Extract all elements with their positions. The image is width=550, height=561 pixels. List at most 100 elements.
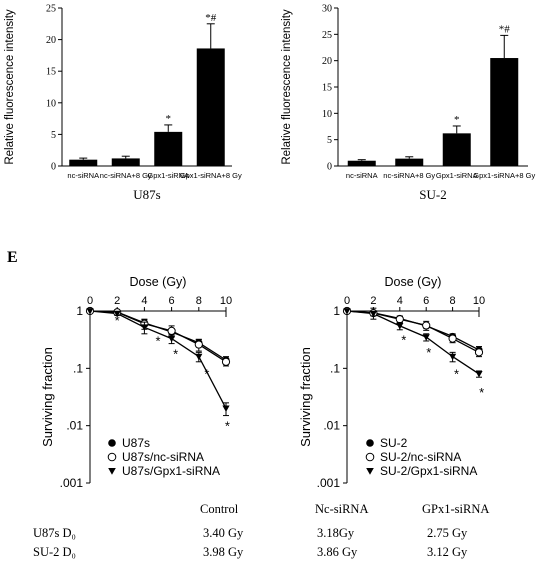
legend-label: U87s/nc-siRNA [122, 450, 204, 464]
x-tick-label: Gpx1-siRNA [147, 171, 189, 180]
legend-label: SU-2 [380, 436, 408, 450]
survival-chart-su2: 0 2 4 6 8 10 Dose (Gy) 1 .1 .01 .001 Surviving frac… [298, 275, 485, 490]
bar-chart-su2: 0 5 10 15 20 25 30 Relative fluorescence intens… [281, 4, 535, 203]
data-point [168, 335, 176, 343]
data-point [395, 315, 404, 324]
x-tick-label: 2 [114, 295, 120, 307]
x-tick-label: 10 [473, 295, 485, 307]
bar-chart-u87s: 0 5 10 15 20 25 Relative fluorescence intensit… [4, 4, 242, 203]
legend-label: SU-2/Gpx1-siRNA [380, 464, 477, 478]
y-tick-label: 25 [46, 4, 56, 15]
bar [111, 158, 140, 166]
significance-marker: * [166, 113, 172, 125]
data-point [366, 439, 374, 447]
x-tick-label: nc-siRNA+8 Gy [100, 171, 152, 180]
data-point [475, 371, 483, 378]
data-point [396, 323, 404, 330]
significance-marker: * [155, 333, 160, 348]
y-tick-label: .001 [317, 476, 341, 490]
bar [490, 58, 519, 166]
x-tick-label: 4 [141, 295, 147, 307]
bar [395, 158, 424, 166]
x-tick-label: 0 [344, 295, 350, 307]
data-point [369, 310, 377, 318]
y-tick-label: 30 [322, 4, 332, 15]
data-point [108, 467, 116, 475]
significance-marker: * [454, 114, 460, 126]
d0-value: 3.86 Gy [317, 545, 358, 559]
x-tick-label: Gpx1-siRNA+8 Gy [473, 171, 535, 180]
x-tick-label: 0 [87, 295, 93, 307]
data-point [140, 324, 148, 331]
d0-value: 3.40 Gy [203, 526, 244, 540]
fit-curve [89, 310, 227, 409]
bar [154, 131, 183, 166]
x-tick-label: 6 [423, 295, 429, 307]
significance-marker: *# [205, 12, 217, 24]
x-tick-label: nc-siRNA [346, 171, 378, 180]
y-tick-label: 10 [322, 109, 332, 120]
data-point [86, 308, 94, 315]
d0-value: 3.98 Gy [203, 545, 244, 559]
y-tick-label: 15 [46, 67, 56, 78]
x-axis-title: Dose (Gy) [130, 275, 187, 289]
d0-value: 3.18Gy [317, 526, 355, 540]
y-tick-label: 1 [76, 304, 83, 318]
legend-label: U87s [122, 436, 150, 450]
x-tick-label: nc-siRNA+8 Gy [383, 171, 435, 180]
y-axis-label: Surviving fraction [298, 347, 313, 447]
data-point [449, 353, 457, 361]
y-tick-label: .1 [330, 361, 340, 375]
x-tick-label: 4 [397, 295, 403, 307]
legend-label: SU-2/nc-siRNA [380, 450, 461, 464]
y-axis-label: Surviving fraction [40, 347, 55, 447]
x-tick-label: 8 [450, 295, 456, 307]
data-point [365, 452, 375, 462]
y-tick-label: 1 [333, 304, 340, 318]
y-tick-label: 5 [327, 135, 332, 146]
significance-marker: * [115, 313, 120, 328]
x-tick-label: 2 [370, 295, 376, 307]
d0-column-gpx1: GPx1-siRNA [422, 502, 489, 516]
significance-marker: * [401, 333, 406, 348]
d0-value: 2.75 Gy [427, 526, 468, 540]
significance-marker: *# [499, 23, 511, 35]
d0-table: Control Nc-siRNA GPx1-siRNA U87s D₀ 3.40… [33, 502, 489, 559]
x-tick-label: Gpx1-siRNA [436, 171, 478, 180]
d0-column-nc: Nc-siRNA [315, 502, 368, 516]
significance-marker: * [479, 385, 484, 400]
data-point [474, 348, 484, 357]
x-tick-label: 6 [169, 295, 175, 307]
legend-label: U87s/Gpx1-siRNA [122, 464, 220, 478]
data-point [343, 308, 351, 315]
data-point [194, 340, 203, 349]
bar [69, 159, 98, 166]
d0-row-label-su2: SU-2 D₀ [33, 545, 76, 559]
y-tick-label: 0 [327, 162, 332, 173]
panel-label: E [7, 249, 18, 266]
data-point [107, 452, 117, 462]
fit-curve [346, 310, 480, 375]
y-tick-label: 0 [51, 162, 56, 173]
fit-curve [346, 310, 480, 351]
d0-row-label-u87s: U87s D₀ [33, 526, 76, 540]
d0-value: 3.12 Gy [427, 545, 468, 559]
y-tick-label: 15 [322, 83, 332, 94]
data-point [222, 405, 230, 413]
y-axis-label: Relative fluorescence intensity [4, 9, 16, 165]
bar [196, 48, 225, 166]
y-tick-label: .01 [66, 419, 83, 433]
significance-marker: * [225, 418, 230, 433]
survival-chart-u87s: 0 2 4 6 8 10 Dose (Gy) 1 .1 .01 .001 Surviving frac… [40, 275, 232, 490]
fit-curve [89, 310, 227, 363]
y-axis-label: Relative fluorescence intensity [281, 9, 293, 165]
d0-column-control: Control [200, 502, 239, 516]
x-tick-label: 10 [220, 295, 232, 307]
y-tick-label: .1 [73, 361, 83, 375]
x-axis-label: U87s [133, 187, 160, 202]
x-axis-label: SU-2 [419, 187, 446, 202]
x-axis-title: Dose (Gy) [385, 275, 442, 289]
y-tick-label: 20 [46, 35, 56, 46]
x-tick-label: Gpx1-siRNA+8 Gy [180, 171, 242, 180]
